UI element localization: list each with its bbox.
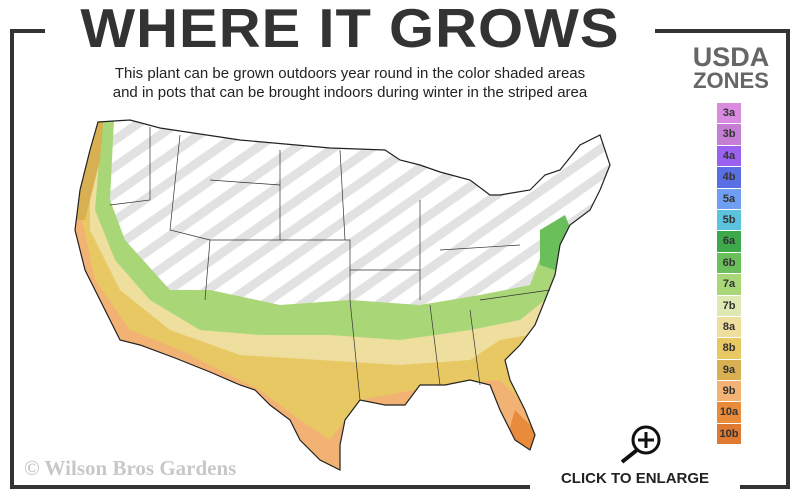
frame-top-left [10,29,45,33]
subtitle-line-2: and in pots that can be brought indoors … [112,84,588,101]
frame-top-right [655,29,790,33]
frame-left [10,29,14,489]
legend-zone-3a: 3a [717,103,741,124]
subtitle-line-1: This plant can be grown outdoors year ro… [114,65,586,82]
legend-title: USDA ZONES [672,42,790,93]
legend-zone-7b: 7b [717,295,741,316]
copyright-watermark: © Wilson Bros Gardens [24,456,237,480]
zone-6-patch [540,215,575,270]
frame-right [786,29,790,489]
zoom-in-icon[interactable] [618,422,664,464]
zone-legend: 3a 3b 4a 4b 5a 5b 6a 6b 7a 7b 8a 8b 9a 9b 10a 10b [717,103,741,445]
state-borders [109,127,551,401]
click-to-enlarge-button[interactable]: CLICK TO ENLARGE [560,470,710,487]
legend-zone-6b: 6b [717,252,741,274]
legend-zone-7a: 7a [717,274,741,295]
legend-title-line-1: USDA [692,42,770,72]
subtitle: This plant can be grown outdoors year ro… [40,64,660,102]
legend-zone-3b: 3b [717,124,741,145]
legend-zone-8a: 8a [717,316,741,338]
legend-zone-4a: 4a [717,145,741,167]
frame-bottom-right [740,485,790,489]
legend-title-line-2: ZONES [693,68,769,93]
legend-zone-4b: 4b [717,167,741,188]
legend-zone-5b: 5b [717,209,741,231]
legend-zone-8b: 8b [717,338,741,359]
legend-zone-10b: 10b [717,423,741,445]
legend-zone-5a: 5a [717,188,741,209]
legend-zone-6a: 6a [717,231,741,252]
page-title: WHERE IT GROWS [80,0,620,60]
legend-zone-9a: 9a [717,359,741,381]
frame-bottom-left [10,485,530,489]
legend-zone-9b: 9b [717,381,741,402]
legend-zone-10a: 10a [717,402,741,423]
